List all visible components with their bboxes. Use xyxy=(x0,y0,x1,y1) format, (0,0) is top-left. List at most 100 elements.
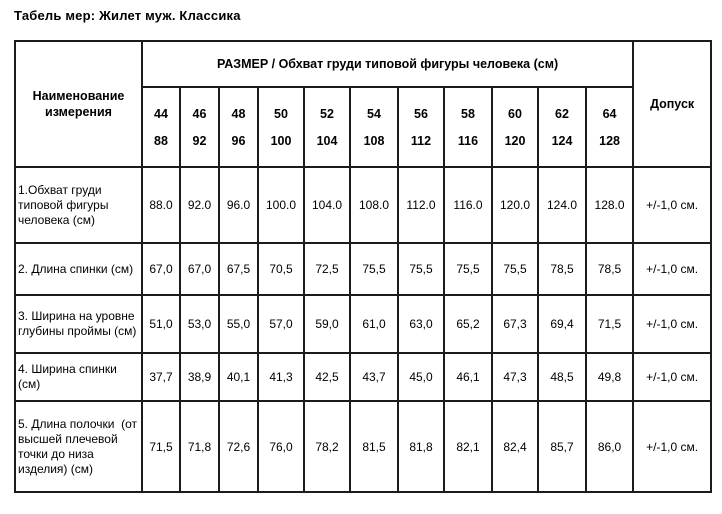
size-col-header-50: 50 100 xyxy=(257,86,305,168)
measurement-value: 71,5 xyxy=(141,400,181,493)
size-value: 60 xyxy=(508,106,522,121)
measurement-label: 5. Длина полочки (от высшей плечевой точ… xyxy=(14,400,143,493)
measurement-row-1: 1.Обхват груди типовой фигуры человека (… xyxy=(14,166,713,244)
chest-girth-value: 124 xyxy=(551,133,573,148)
header-row-top: Наименование измерения РАЗМЕР / Обхват г… xyxy=(14,40,713,168)
chest-girth-value: 104 xyxy=(316,133,338,148)
measurement-value: 63,0 xyxy=(397,294,445,354)
measurement-value: 92.0 xyxy=(179,166,220,244)
chest-girth-value: 96 xyxy=(231,133,246,148)
measurement-value: 96.0 xyxy=(218,166,259,244)
measurement-value: 45,0 xyxy=(397,352,445,402)
measurement-value: 37,7 xyxy=(141,352,181,402)
measurement-label: 3. Ширина на уровне глубины проймы (см) xyxy=(14,294,143,354)
size-col-header-64: 64 128 xyxy=(584,86,635,168)
measurement-label: 2. Длина спинки (см) xyxy=(14,242,143,296)
measurement-value: 53,0 xyxy=(179,294,220,354)
measurement-value: 61,0 xyxy=(349,294,399,354)
size-col-header-56: 56 112 xyxy=(397,86,445,168)
measurement-value: 75,5 xyxy=(349,242,399,296)
measurement-value: 49,8 xyxy=(584,352,635,402)
measurement-value: 124.0 xyxy=(537,166,587,244)
measurement-value: 69,4 xyxy=(537,294,587,354)
measurement-value: 48,5 xyxy=(537,352,587,402)
measurement-value: 40,1 xyxy=(218,352,259,402)
size-value: 58 xyxy=(461,106,475,121)
measurement-value: 46,1 xyxy=(443,352,493,402)
size-col-header-62: 62 124 xyxy=(537,86,587,168)
measurement-label: 4. Ширина спинки (см) xyxy=(14,352,143,402)
chest-girth-value: 120 xyxy=(504,133,526,148)
measurement-row-4: 4. Ширина спинки (см) 37,7 38,9 40,1 41,3 42,… xyxy=(14,352,713,402)
measurement-value: 67,0 xyxy=(141,242,181,296)
measurement-value: 78,5 xyxy=(537,242,587,296)
measurement-value: 82,1 xyxy=(443,400,493,493)
measurement-value: 75,5 xyxy=(491,242,539,296)
measurement-value: 55,0 xyxy=(218,294,259,354)
measurement-value: 41,3 xyxy=(257,352,305,402)
measurement-value: 72,6 xyxy=(218,400,259,493)
size-span-header: РАЗМЕР / Обхват груди типовой фигуры чел… xyxy=(140,40,635,88)
tolerance-header: Допуск xyxy=(632,40,713,168)
measurement-value: 82,4 xyxy=(491,400,539,493)
measurement-value: 71,8 xyxy=(179,400,220,493)
size-value: 54 xyxy=(367,106,381,121)
measurement-value: 42,5 xyxy=(303,352,351,402)
measurement-value: 128.0 xyxy=(584,166,635,244)
measurement-value: 47,3 xyxy=(491,352,539,402)
chest-girth-value: 88 xyxy=(154,133,168,148)
chest-girth-value: 128 xyxy=(599,133,620,148)
size-col-header-44: 44 88 xyxy=(141,86,181,168)
chest-girth-value: 92 xyxy=(192,133,207,148)
corner-header: Наименование измерения xyxy=(14,40,143,168)
measurement-row-3: 3. Ширина на уровне глубины проймы (см) 5… xyxy=(14,294,713,354)
measurement-value: 86,0 xyxy=(584,400,635,493)
measurement-value: 72,5 xyxy=(303,242,351,296)
measurement-value: 71,5 xyxy=(584,294,635,354)
tolerance-value: +/-1,0 см. xyxy=(632,294,713,354)
measurement-value: 67,3 xyxy=(491,294,539,354)
tolerance-value: +/-1,0 см. xyxy=(632,352,713,402)
measurement-value: 120.0 xyxy=(491,166,539,244)
measurements-table: Наименование измерения РАЗМЕР / Обхват г… xyxy=(14,40,713,493)
measurement-value: 70,5 xyxy=(257,242,305,296)
measurement-value: 65,2 xyxy=(443,294,493,354)
size-value: 46 xyxy=(192,106,207,121)
size-value: 50 xyxy=(274,106,288,121)
measurement-value: 38,9 xyxy=(179,352,220,402)
measurement-row-2: 2. Длина спинки (см) 67,0 67,0 67,5 70,5 72,5… xyxy=(14,242,713,296)
size-col-header-48: 48 96 xyxy=(218,86,259,168)
chest-girth-value: 100 xyxy=(270,133,292,148)
measurement-value: 108.0 xyxy=(349,166,399,244)
size-value: 52 xyxy=(320,106,334,121)
measurement-value: 116.0 xyxy=(443,166,493,244)
table-header: Наименование измерения РАЗМЕР / Обхват г… xyxy=(14,40,713,168)
tolerance-value: +/-1,0 см. xyxy=(632,400,713,493)
measurement-value: 112.0 xyxy=(397,166,445,244)
tolerance-value: +/-1,0 см. xyxy=(632,166,713,244)
measurement-row-5: 5. Длина полочки (от высшей плечевой точ… xyxy=(14,400,713,493)
measurement-value: 88.0 xyxy=(141,166,181,244)
measurement-value: 100.0 xyxy=(257,166,305,244)
measurement-value: 57,0 xyxy=(257,294,305,354)
size-col-header-46: 46 92 xyxy=(179,86,220,168)
size-col-header-60: 60 120 xyxy=(491,86,539,168)
measurement-value: 75,5 xyxy=(397,242,445,296)
measurement-value: 67,5 xyxy=(218,242,259,296)
size-col-header-58: 58 116 xyxy=(443,86,493,168)
size-value: 44 xyxy=(154,106,168,121)
size-value: 62 xyxy=(555,106,569,121)
size-col-header-52: 52 104 xyxy=(303,86,351,168)
measurement-value: 78,2 xyxy=(303,400,351,493)
size-header-row: 44 88 46 92 48 96 50 100 52 104 54 108 56 112 58 116 60 1… xyxy=(15,86,711,168)
size-value: 48 xyxy=(231,106,246,121)
measurement-value: 51,0 xyxy=(141,294,181,354)
measurement-value: 85,7 xyxy=(537,400,587,493)
chest-girth-value: 112 xyxy=(410,133,432,148)
measurement-value: 76,0 xyxy=(257,400,305,493)
measurement-value: 104.0 xyxy=(303,166,351,244)
size-col-header-54: 54 108 xyxy=(349,86,399,168)
measurement-value: 78,5 xyxy=(584,242,635,296)
size-value: 56 xyxy=(414,106,428,121)
table-body: 1.Обхват груди типовой фигуры человека (… xyxy=(14,166,713,493)
